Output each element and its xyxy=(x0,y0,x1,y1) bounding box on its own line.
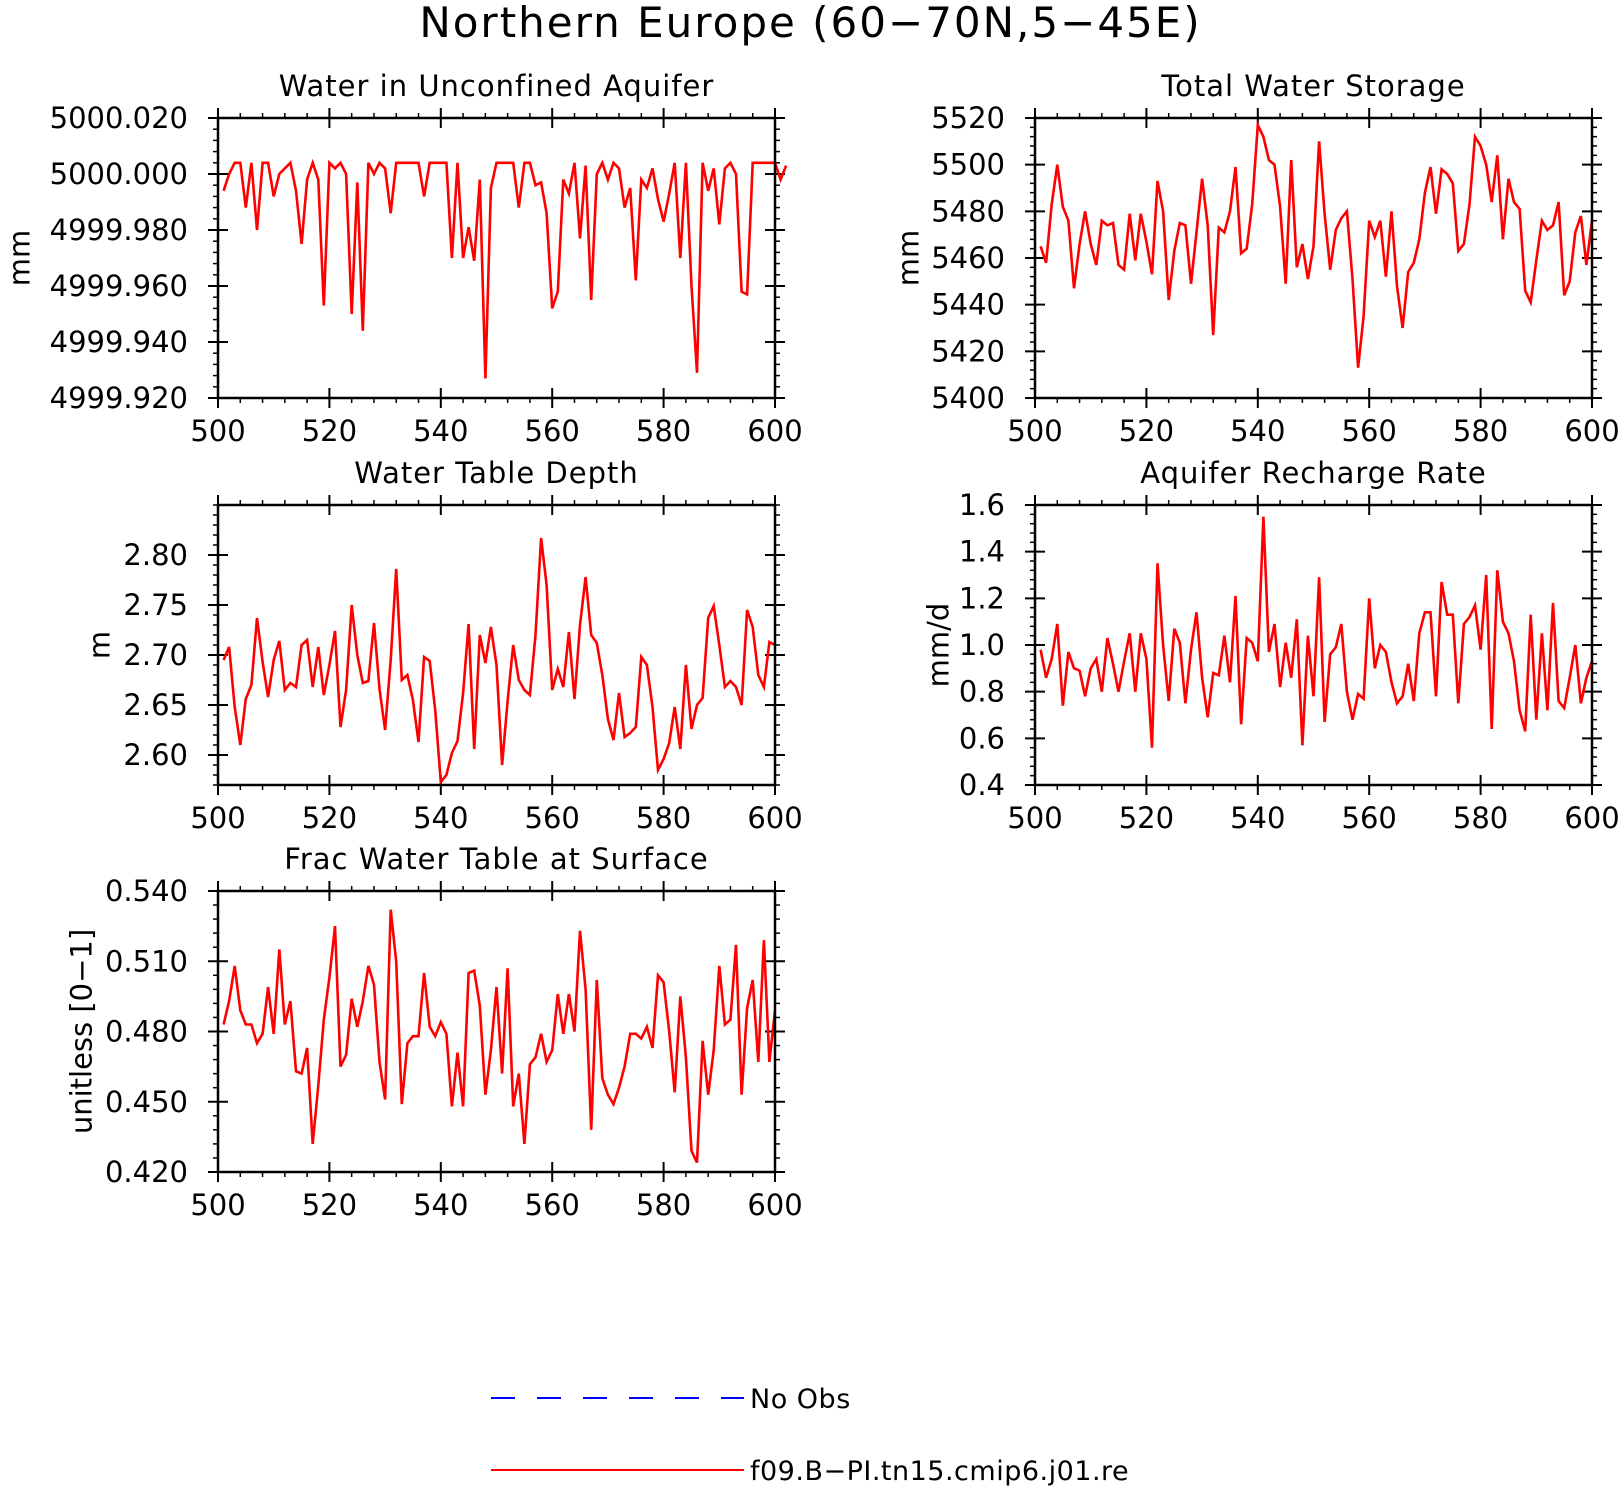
x-tick-label: 500 xyxy=(1007,801,1062,835)
y-tick-label: 0.540 xyxy=(105,874,188,908)
x-tick-label: 540 xyxy=(413,1188,468,1222)
series-line xyxy=(222,909,777,1164)
plot-frame xyxy=(216,889,777,1174)
x-tick-label: 600 xyxy=(747,801,802,835)
y-tick-label: 0.480 xyxy=(105,1015,188,1049)
y-tick-label: 1.6 xyxy=(959,488,1005,522)
x-tick-label: 540 xyxy=(1230,801,1285,835)
y-tick-label: 4999.940 xyxy=(50,325,188,359)
x-tick-label: 560 xyxy=(525,1188,580,1222)
plot-frame xyxy=(216,503,777,787)
legend: No Obs f09.B−PI.tn15.cmip6.j01.re xyxy=(491,1384,1129,1487)
y-tick-label: 5000.000 xyxy=(50,157,188,191)
y-tick-label: 5000.020 xyxy=(50,101,188,135)
y-tick-label: 5480 xyxy=(931,194,1005,228)
y-tick-label: 4999.980 xyxy=(50,213,188,247)
y-tick-label: 5460 xyxy=(931,241,1005,275)
chart-panel-3: Water Table Depth 500 520 540 560 580 600 2.60 2… xyxy=(83,456,803,835)
y-tick-label: 0.510 xyxy=(105,944,188,978)
x-tick-label: 500 xyxy=(190,1188,245,1222)
chart-title: Total Water Storage xyxy=(1160,69,1465,103)
y-tick-label: 2.65 xyxy=(123,688,188,722)
y-tick-label: 4999.920 xyxy=(50,381,188,415)
y-tick-label: 1.4 xyxy=(959,535,1005,569)
chart-panel-2: Total Water Storage 500 520 540 560 580 600 540… xyxy=(892,69,1620,448)
x-tick-label: 600 xyxy=(1564,801,1619,835)
y-axis-label: unitless [0−1] xyxy=(65,929,99,1134)
x-tick-label: 520 xyxy=(302,414,357,448)
x-tick-label: 580 xyxy=(636,414,691,448)
page-title: Northern Europe (60−70N,5−45E) xyxy=(419,0,1202,47)
y-axis-label: m xyxy=(83,631,117,659)
x-tick-label: 500 xyxy=(190,801,245,835)
x-tick-label: 580 xyxy=(1453,414,1508,448)
x-tick-label: 540 xyxy=(1230,414,1285,448)
y-tick-label: 5520 xyxy=(931,101,1005,135)
legend-label: No Obs xyxy=(750,1384,851,1415)
plot-frame xyxy=(1033,503,1594,787)
y-tick-label: 5440 xyxy=(931,288,1005,322)
y-tick-label: 2.70 xyxy=(123,638,188,672)
x-tick-label: 560 xyxy=(525,414,580,448)
series-line xyxy=(1039,120,1594,368)
x-tick-label: 560 xyxy=(1342,801,1397,835)
x-tick-label: 500 xyxy=(1007,414,1062,448)
x-tick-label: 580 xyxy=(636,1188,691,1222)
y-tick-label: 0.6 xyxy=(959,721,1005,755)
y-tick-label: 1.2 xyxy=(959,581,1005,615)
x-tick-label: 600 xyxy=(747,1188,802,1222)
y-tick-label: 2.60 xyxy=(123,738,188,772)
x-tick-label: 540 xyxy=(413,801,468,835)
x-tick-label: 560 xyxy=(1342,414,1397,448)
y-tick-label: 5400 xyxy=(931,381,1005,415)
x-tick-label: 560 xyxy=(525,801,580,835)
x-tick-label: 600 xyxy=(1564,414,1619,448)
x-tick-label: 520 xyxy=(302,1188,357,1222)
y-tick-label: 2.75 xyxy=(123,588,188,622)
series-line xyxy=(222,158,788,379)
x-tick-label: 580 xyxy=(636,801,691,835)
chart-title: Water in Unconfined Aquifer xyxy=(279,69,715,103)
x-tick-label: 500 xyxy=(190,414,245,448)
x-tick-label: 600 xyxy=(747,414,802,448)
y-axis-label: mm xyxy=(3,230,37,287)
y-tick-label: 0.4 xyxy=(959,768,1005,802)
y-tick-label: 5500 xyxy=(931,148,1005,182)
chart-title: Aquifer Recharge Rate xyxy=(1140,456,1487,490)
y-axis-label: mm xyxy=(892,230,926,287)
series-line xyxy=(222,537,776,786)
y-tick-label: 0.450 xyxy=(105,1085,188,1119)
y-tick-label: 4999.960 xyxy=(50,269,188,303)
y-tick-label: 5420 xyxy=(931,334,1005,368)
plot-frame xyxy=(216,116,777,400)
x-tick-label: 520 xyxy=(302,801,357,835)
y-tick-label: 2.80 xyxy=(123,538,188,572)
x-tick-label: 540 xyxy=(413,414,468,448)
legend-label: f09.B−PI.tn15.cmip6.j01.re xyxy=(750,1456,1129,1487)
y-tick-label: 1.0 xyxy=(959,628,1005,662)
chart-title: Frac Water Table at Surface xyxy=(284,842,708,876)
plot-frame xyxy=(1033,116,1594,400)
y-tick-label: 0.8 xyxy=(959,675,1005,709)
chart-panel-1: Water in Unconfined Aquifer 500 520 540 560 5… xyxy=(3,69,803,448)
chart-panel-4: Aquifer Recharge Rate 500 520 540 560 580 600 0… xyxy=(922,456,1620,835)
chart-panel-5: Frac Water Table at Surface 500 520 540 560 5… xyxy=(65,842,803,1222)
y-axis-label: mm/d xyxy=(922,603,956,688)
series-line xyxy=(1039,516,1594,748)
y-tick-label: 0.420 xyxy=(105,1155,188,1189)
x-tick-label: 580 xyxy=(1453,801,1508,835)
x-tick-label: 520 xyxy=(1119,801,1174,835)
x-tick-label: 520 xyxy=(1119,414,1174,448)
chart-title: Water Table Depth xyxy=(354,456,639,490)
